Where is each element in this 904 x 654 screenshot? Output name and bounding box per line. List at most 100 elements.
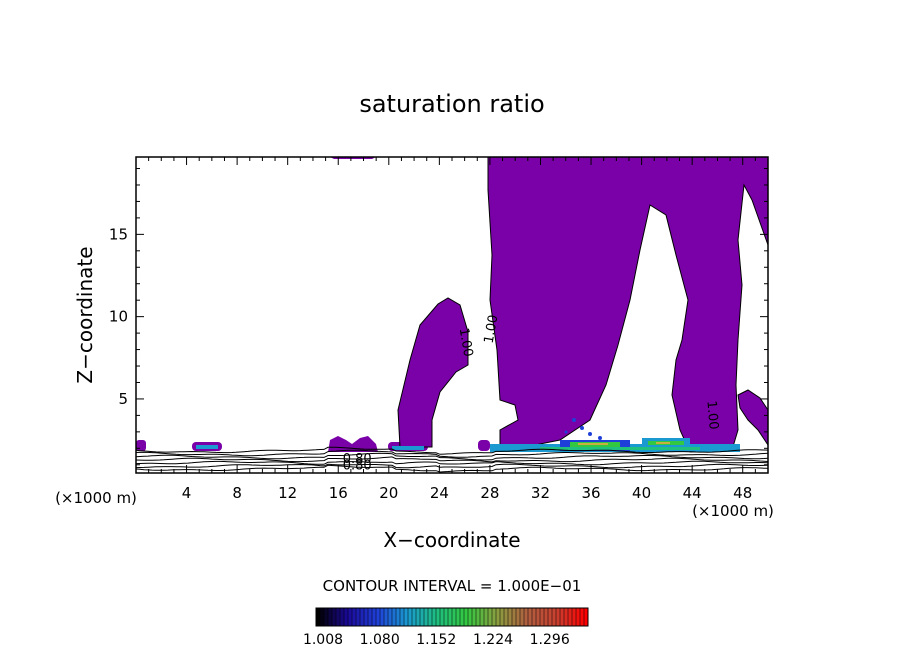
contour-interval-label: CONTOUR INTERVAL = 1.000E−01	[323, 577, 582, 595]
x-axis-label: X−coordinate	[383, 528, 520, 552]
colorbar-stripe	[420, 608, 425, 626]
colorbar-stripe	[364, 608, 369, 626]
x-unit-left: (×1000 m)	[55, 489, 137, 507]
colorbar-stripe	[324, 608, 329, 626]
x-tick-label: 24	[430, 484, 449, 502]
colorbar-stripe	[400, 608, 405, 626]
colorbar-stripe	[332, 608, 337, 626]
contour-label: 0.80	[343, 452, 372, 467]
colorbar-stripe	[404, 608, 409, 626]
colorbar-label: 1.152	[416, 632, 456, 648]
colorbar-stripe	[376, 608, 381, 626]
x-tick-label: 20	[379, 484, 398, 502]
colorbar-stripe	[568, 608, 573, 626]
x-tick-label: 12	[278, 484, 297, 502]
x-tick-label: 8	[232, 484, 242, 502]
colorbar-stripe	[380, 608, 385, 626]
contour-line	[136, 446, 768, 455]
colorbar-stripe	[532, 608, 537, 626]
colorbar-stripe	[480, 608, 485, 626]
colorbar-stripe	[456, 608, 461, 626]
colorbar-label: 1.296	[530, 632, 570, 648]
contour-label: 1.00	[482, 314, 502, 345]
colorbar-stripe	[340, 608, 345, 626]
colorbar-stripe	[488, 608, 493, 626]
colorbar-stripe	[508, 608, 513, 626]
cloud-patch	[136, 440, 146, 451]
colorbar-stripe	[448, 608, 453, 626]
colorbar-stripe	[336, 608, 341, 626]
contour-line	[136, 460, 768, 466]
x-tick-label: 28	[480, 484, 499, 502]
colorbar-stripe	[564, 608, 569, 626]
colorbar-stripe	[468, 608, 473, 626]
colorbar-label: 1.224	[473, 632, 513, 648]
colorbar-stripe	[436, 608, 441, 626]
colorbar-stripe	[496, 608, 501, 626]
colorbar-stripe	[368, 608, 373, 626]
colorbar-stripe	[476, 608, 481, 626]
cloud-patch	[478, 440, 490, 451]
contour-label: 1.00	[456, 327, 476, 358]
colorbar-stripe	[452, 608, 457, 626]
colorbar-stripe	[484, 608, 489, 626]
colorbar-stripe	[544, 608, 549, 626]
x-tick-label: 40	[632, 484, 651, 502]
colorbar-stripe	[492, 608, 497, 626]
colorbar-stripe	[440, 608, 445, 626]
chart-title: saturation ratio	[359, 90, 544, 118]
colorbar-stripe	[328, 608, 333, 626]
contour-label: 1.00	[703, 400, 720, 430]
colorbar-stripe	[424, 608, 429, 626]
colorbar-stripe	[580, 608, 585, 626]
colorbar-stripe	[460, 608, 465, 626]
colorbar-stripe	[464, 608, 469, 626]
colorbar-stripe	[352, 608, 357, 626]
colorbar-stripe	[520, 608, 525, 626]
colorbar-stripe	[428, 608, 433, 626]
colorbar-stripe	[540, 608, 545, 626]
colorbar-stripe	[384, 608, 389, 626]
colorbar-stripe	[552, 608, 557, 626]
colorbar-stripe	[548, 608, 553, 626]
colorbar-label: 1.008	[303, 632, 343, 648]
colorbar-stripe	[516, 608, 521, 626]
contour-line	[136, 449, 768, 458]
contour-line	[136, 456, 768, 463]
cloud-base-bands	[196, 418, 740, 452]
colorbar-stripe	[372, 608, 377, 626]
colorbar-stripe	[344, 608, 349, 626]
colorbar-stripe	[472, 608, 477, 626]
colorbar-labels: 1.008 1.080 1.152 1.224 1.296	[303, 632, 570, 648]
x-tick-label: 4	[182, 484, 192, 502]
colorbar-stripe	[408, 608, 413, 626]
colorbar-stripe	[572, 608, 577, 626]
colorbar-stripe	[316, 608, 321, 626]
colorbar-stripe	[432, 608, 437, 626]
colorbar-stripe	[392, 608, 397, 626]
colorbar-stripe	[320, 608, 325, 626]
colorbar-stripe	[560, 608, 565, 626]
contour-label: 0.80	[343, 459, 372, 474]
contour-line	[136, 463, 768, 469]
colorbar-stripe	[360, 608, 365, 626]
colorbar-stripe	[556, 608, 561, 626]
colorbar-stripe	[412, 608, 417, 626]
colorbar-label: 1.080	[360, 632, 400, 648]
contour-lines	[136, 446, 768, 473]
colorbar-stripe	[528, 608, 533, 626]
y-tick-label: 15	[109, 225, 128, 243]
colorbar-stripe	[536, 608, 541, 626]
colorbar-stripe	[504, 608, 509, 626]
colorbar-stripe	[576, 608, 581, 626]
colorbar-stripe	[584, 608, 589, 626]
x-axis: 4 8 12 16 20 24 28 32 36 40 44 48	[148, 157, 756, 502]
contour-labels: 1.00 1.00 1.00 0.800.80	[343, 314, 721, 474]
contour-line	[136, 452, 768, 461]
colorbar-stripe	[388, 608, 393, 626]
y-axis-label: Z−coordinate	[73, 246, 97, 383]
colorbar-stripe	[524, 608, 529, 626]
x-tick-label: 48	[733, 484, 752, 502]
colorbar-stripe	[356, 608, 361, 626]
